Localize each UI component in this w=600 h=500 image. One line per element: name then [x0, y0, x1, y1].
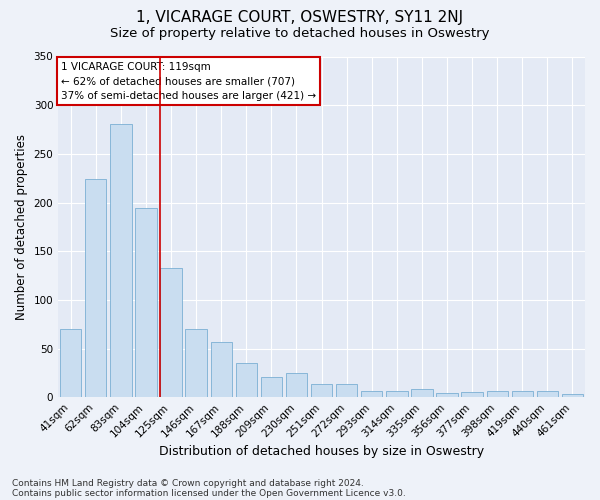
Bar — [537, 392, 558, 397]
Bar — [361, 392, 382, 397]
Bar — [185, 329, 207, 397]
Bar — [336, 384, 358, 397]
Text: 1 VICARAGE COURT: 119sqm
← 62% of detached houses are smaller (707)
37% of semi-: 1 VICARAGE COURT: 119sqm ← 62% of detach… — [61, 62, 316, 101]
Y-axis label: Number of detached properties: Number of detached properties — [15, 134, 28, 320]
Bar — [386, 392, 407, 397]
Bar — [436, 394, 458, 397]
Bar — [211, 342, 232, 397]
Bar — [136, 208, 157, 397]
Bar — [487, 392, 508, 397]
Bar — [60, 329, 82, 397]
Bar — [160, 268, 182, 397]
Bar — [311, 384, 332, 397]
X-axis label: Distribution of detached houses by size in Oswestry: Distribution of detached houses by size … — [159, 444, 484, 458]
Bar — [85, 179, 106, 397]
Text: Size of property relative to detached houses in Oswestry: Size of property relative to detached ho… — [110, 28, 490, 40]
Bar — [286, 373, 307, 397]
Text: Contains HM Land Registry data © Crown copyright and database right 2024.: Contains HM Land Registry data © Crown c… — [12, 478, 364, 488]
Bar — [110, 124, 131, 397]
Text: Contains public sector information licensed under the Open Government Licence v3: Contains public sector information licen… — [12, 488, 406, 498]
Text: 1, VICARAGE COURT, OSWESTRY, SY11 2NJ: 1, VICARAGE COURT, OSWESTRY, SY11 2NJ — [136, 10, 464, 25]
Bar — [411, 390, 433, 397]
Bar — [261, 377, 282, 397]
Bar — [236, 363, 257, 397]
Bar — [562, 394, 583, 397]
Bar — [512, 392, 533, 397]
Bar — [461, 392, 483, 397]
